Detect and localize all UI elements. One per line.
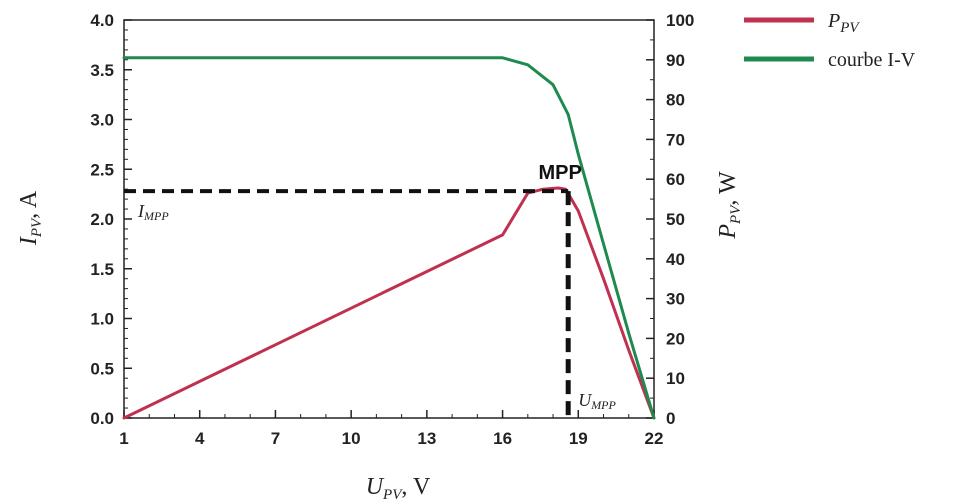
x-tick-label: 1 — [119, 429, 128, 448]
left-tick-label: 2.0 — [90, 210, 114, 229]
right-tick-label: 50 — [666, 210, 685, 229]
x-axis-title: UPV, V — [366, 474, 431, 503]
power-curve — [122, 186, 656, 420]
right-tick-label: 40 — [666, 250, 685, 269]
right-tick-label: 20 — [666, 329, 685, 348]
plot-area — [123, 19, 655, 419]
x-tick-label: 4 — [195, 429, 205, 448]
legend-label-iv: courbe I-V — [828, 49, 916, 71]
x-tick-label: 7 — [271, 429, 280, 448]
umpp-label: UMPP — [578, 390, 616, 412]
impp-label: IMPP — [137, 201, 169, 223]
left-tick-label: 3.5 — [90, 61, 114, 80]
x-tick-label: 19 — [569, 429, 588, 448]
right-tick-label: 30 — [666, 290, 685, 309]
iv-curve — [122, 56, 656, 420]
mpp-label: MPP — [539, 162, 582, 184]
right-tick-label: 10 — [666, 369, 685, 388]
x-tick-label: 22 — [645, 429, 664, 448]
right-tick-label: 80 — [666, 91, 685, 110]
series-layer — [122, 56, 656, 420]
plot-frame — [123, 19, 655, 419]
left-y-axis: 0.0 0.5 1.0 1.5 2.0 2.5 3.0 3.5 4.0 — [90, 11, 132, 428]
left-tick-label: 2.5 — [90, 160, 114, 179]
left-tick-label: 1.0 — [90, 310, 114, 329]
left-tick-label: 0.0 — [90, 409, 114, 428]
mpp-annotation: MPP IMPP UMPP — [124, 162, 617, 418]
right-y-axis: 0 10 20 30 40 50 60 70 80 90 100 — [646, 11, 694, 428]
legend: PPV courbe I-V — [744, 10, 916, 71]
x-tick-label: 10 — [342, 429, 361, 448]
x-tick-label: 13 — [417, 429, 436, 448]
left-tick-label: 4.0 — [90, 11, 114, 30]
left-tick-label: 0.5 — [90, 359, 114, 378]
right-tick-label: 70 — [666, 130, 685, 149]
x-tick-label: 16 — [493, 429, 512, 448]
right-tick-label: 90 — [666, 51, 685, 70]
legend-label-power: PPV — [827, 10, 860, 36]
left-tick-label: 1.5 — [90, 260, 114, 279]
right-tick-label: 100 — [666, 11, 694, 30]
x-axis: 1 4 7 10 13 16 19 22 — [119, 410, 663, 448]
left-y-axis-title: IPV, A — [16, 190, 45, 246]
right-tick-label: 0 — [666, 409, 675, 428]
right-y-axis-title: PPV, W — [715, 171, 744, 240]
left-tick-label: 3.0 — [90, 111, 114, 130]
right-tick-label: 60 — [666, 170, 685, 189]
